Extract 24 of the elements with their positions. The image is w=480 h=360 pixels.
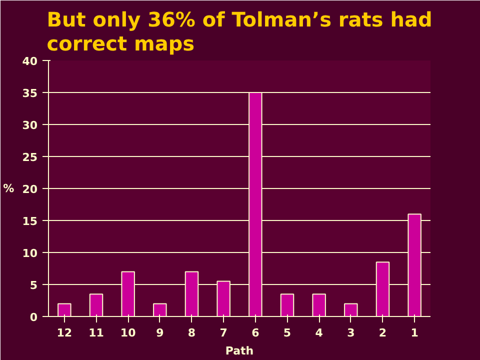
x-tick-label: 4 bbox=[315, 326, 324, 340]
x-tick-label: 12 bbox=[56, 326, 72, 340]
x-axis-title: Path bbox=[225, 344, 254, 358]
x-tick-label: 6 bbox=[252, 326, 260, 340]
x-tick-label: 7 bbox=[220, 326, 228, 340]
chart-title: But only 36% of Tolman’s rats had correct maps bbox=[46, 8, 432, 56]
y-tick-label: 20 bbox=[22, 183, 38, 196]
y-tick-label: 0 bbox=[30, 311, 38, 324]
y-tick-label: 30 bbox=[22, 119, 38, 132]
y-tick-label: 40 bbox=[22, 55, 38, 68]
y-tick-label: 35 bbox=[22, 87, 38, 100]
x-tick-label: 9 bbox=[156, 326, 164, 340]
y-tick-label: 15 bbox=[22, 215, 38, 228]
x-tick-label: 10 bbox=[120, 326, 136, 340]
y-tick-label: 25 bbox=[22, 151, 38, 164]
y-tick-label: 10 bbox=[22, 247, 38, 260]
x-tick-label: 11 bbox=[88, 326, 104, 340]
x-tick-label: 8 bbox=[188, 326, 196, 340]
x-tick-label: 2 bbox=[378, 326, 387, 340]
x-tick-label: 1 bbox=[410, 326, 418, 340]
y-tick-label: 5 bbox=[30, 279, 38, 292]
x-tick-label: 3 bbox=[347, 326, 355, 340]
y-axis-title: % bbox=[3, 182, 14, 195]
x-tick-label: 5 bbox=[283, 326, 292, 340]
